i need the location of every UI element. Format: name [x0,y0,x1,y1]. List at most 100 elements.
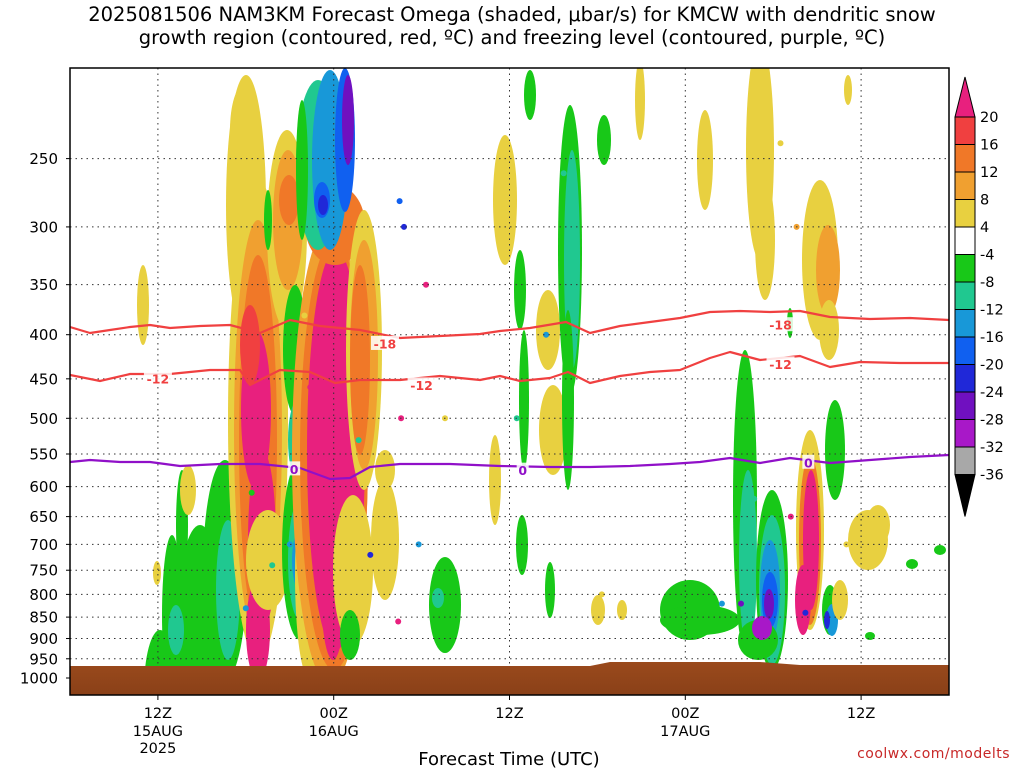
contour-label: -18 [769,318,792,333]
omega-shading-blob [333,495,373,645]
chart-title-line-1: 2025081506 NAM3KM Forecast Omega (shaded… [88,3,936,26]
y-axis: 250 300 350 400 450 500 550 600 650 700 750 800 850 9… [20,150,70,688]
x-tick-label: 12Z [847,706,875,722]
colorbar-segment [954,391,976,420]
contour-label: -12 [410,378,433,393]
omega-shading-blob [832,580,848,620]
omega-shading-blob [350,265,370,455]
omega-cell [301,312,308,319]
colorbar-segment [954,199,976,228]
omega-shading-blob [824,611,830,629]
omega-shading-blob [795,565,811,635]
omega-cell [396,198,403,205]
omega-cell [598,591,605,598]
omega-cell [415,541,422,548]
omega-cell [560,170,567,177]
omega-shading-blob [375,450,395,490]
omega-shading-blob [516,515,528,575]
omega-cell [321,483,328,490]
omega-cell [367,551,374,558]
colorbar-segment [954,446,976,475]
x-axis-label: Forecast Time (UTC) [418,749,599,768]
omega-shading-blob [635,68,645,140]
omega-shading-blob [432,588,444,608]
contour-label: -18 [374,336,397,351]
omega-cell [269,562,276,569]
omega-shading-blob [318,195,328,215]
omega-cell [543,331,550,338]
temperature-contours: -18 -18 -12 -12 -12 0 0 0 [70,309,949,481]
contour-label-bg [516,462,529,477]
y-tick-label: 850 [29,609,58,627]
omega-shading-blob [755,180,775,300]
omega-shading-blob [752,616,772,640]
colorbar-segment [954,336,976,365]
omega-shading-blob [545,562,555,618]
omega-shading-blob [519,330,529,470]
omega-shading [137,68,946,695]
contour-line-freezing [70,453,949,481]
contour-line-minus18 [70,309,949,340]
omega-cell [355,437,362,444]
omega-cell [345,211,352,218]
omega-shading-blob [816,225,840,315]
colorbar-tick-label: 12 [980,165,998,181]
contour-label: 0 [518,463,527,478]
colorbar-segment [954,364,976,393]
credit-text: coolwx.com/modelts [857,746,1010,762]
omega-cell [286,541,293,548]
colorbar-segment [954,144,976,173]
y-tick-label: 500 [29,410,58,428]
y-tick-label: 550 [29,446,58,464]
omega-shading-blob [493,135,517,265]
colorbar-tick-label: -16 [980,330,1004,346]
colorbar-tick-label: -20 [980,358,1004,374]
colorbar-segment [954,419,976,448]
omega-cell [423,281,429,288]
omega-shading-blob [429,557,461,653]
chart-title-line-2: growth region (contoured, red, ºC) and f… [139,26,886,49]
omega-shading-blob [296,100,308,240]
omega-shading-blob [934,545,946,555]
omega-shading-blob [279,175,299,225]
contour-label-bg [288,461,301,476]
x-tick-label: 12Z [495,706,523,722]
omega-cell [777,140,784,147]
colorbar-tick-label: 20 [980,110,998,126]
omega-shading-blob [180,465,196,515]
omega-shading-blob [168,605,184,655]
y-tick-label: 300 [29,218,58,236]
omega-cell [307,384,314,391]
colorbar-tick-label: 8 [980,193,989,209]
y-tick-label: 700 [29,536,58,554]
omega-shading-blob [539,385,567,475]
omega-shading-blob [340,610,360,660]
x-tick-label: 00Z [320,706,348,722]
contour-label: 0 [804,455,813,470]
contour-label-bg [370,335,399,350]
y-tick-label: 800 [29,586,58,604]
omega-shading-blob [153,561,161,585]
terrain-ground [70,662,949,695]
y-tick-label: 400 [29,326,58,344]
y-tick-label: 450 [29,370,58,388]
colorbar-segment [954,309,976,338]
omega-shading-blob [230,85,258,175]
omega-shading-blob [137,265,149,345]
x-tick-label: 00Z [671,706,699,722]
y-tick-label: 650 [29,508,58,526]
contour-label-bg [766,356,795,371]
contour-label-bg [407,377,436,392]
omega-cell [738,600,744,607]
x-tick-sublabel: 2025 [139,741,176,757]
colorbar-top-arrow [954,76,976,118]
omega-cell [751,495,758,502]
omega-cell [231,589,238,595]
colorbar-segment [954,254,976,283]
omega-cell [242,605,249,612]
colorbar-tick-label: -24 [980,385,1004,401]
colorbar-segment [954,116,976,145]
omega-shading-blob [264,190,272,250]
omega-shading-blob [597,115,611,165]
